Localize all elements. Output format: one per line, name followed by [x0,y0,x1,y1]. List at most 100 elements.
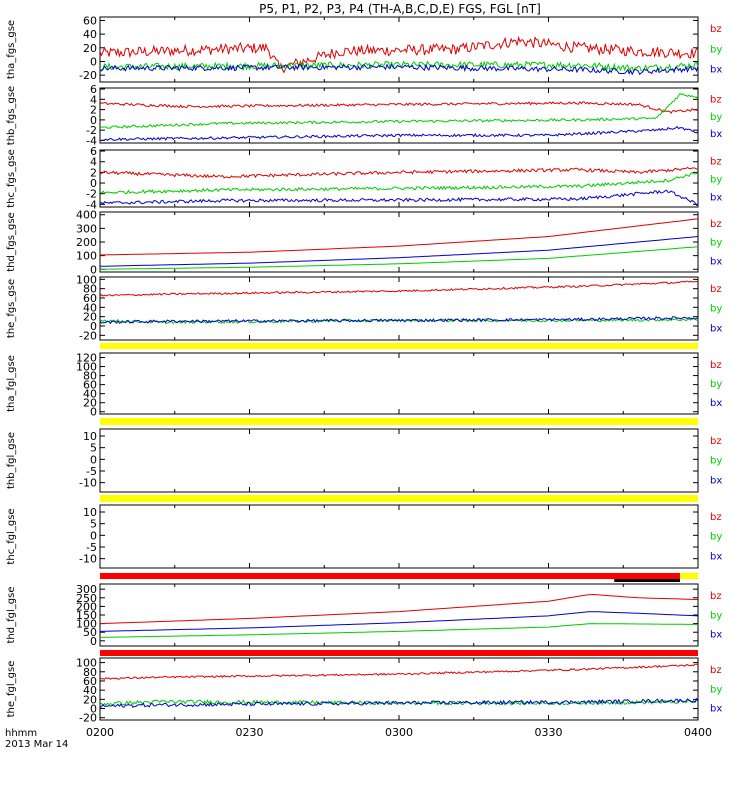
legend-by: by [710,379,722,390]
y-tick-label: 10 [83,430,97,443]
y-tick-label: -2 [86,124,97,137]
y-tick-label: 250 [76,592,97,605]
series-bz [99,280,699,297]
y-tick-label: 40 [83,301,97,314]
y-tick-label: -5 [86,465,97,478]
legend-by: by [710,532,722,543]
y-tick-label: 100 [76,250,97,263]
panel-frame [99,276,699,341]
series-by [99,246,699,270]
flag-segment-yellow [100,418,698,425]
series-bz [99,663,699,680]
y-tick-label: -20 [79,712,97,725]
y-tick-label: 80 [83,370,97,383]
y-tick-label: 20 [83,42,97,55]
y-tick-label: -10 [79,553,97,566]
y-tick-label: 120 [76,352,97,365]
y-axis-label: thc_fgs_gse [6,149,17,208]
y-tick-label: 100 [76,273,97,286]
legend-by: by [710,684,722,695]
y-tick-label: -10 [79,477,97,490]
legend-bz: bz [710,512,722,523]
x-tick-label: 0400 [684,726,712,739]
panel-frame [99,583,699,647]
x-tick-label: 0230 [236,726,264,739]
legend-bz: bz [710,284,722,295]
y-tick-label: 20 [83,311,97,324]
panel-frame [99,352,699,415]
series-bx [99,316,699,325]
y-axis-label: thc_fgl_gse [6,508,17,564]
y-axis-label: the_fgs_gse [6,279,17,338]
x-axis-label-top: hhmm [5,728,37,739]
x-tick-label: 0300 [385,726,413,739]
legend-by: by [710,456,722,467]
flag-segment-yellow [100,495,698,502]
series-bz [99,218,699,256]
flag-bars [100,343,698,656]
series-bz [99,35,699,74]
x-axis-label-bottom: 2013 Mar 14 [5,739,68,750]
y-tick-label: 300 [76,583,97,596]
y-tick-label: 40 [83,28,97,41]
y-tick-label: 100 [76,657,97,670]
y-tick-label: 5 [90,442,97,455]
y-tick-label: 2 [90,166,97,179]
series-bx [99,236,699,267]
y-tick-label: 0 [90,263,97,276]
legend-by: by [710,304,722,315]
y-tick-label: 0 [90,529,97,542]
series-bx [99,63,699,76]
y-tick-label: 4 [90,156,97,169]
y-tick-label: 200 [76,600,97,613]
y-tick-label: 4 [90,93,97,106]
x-tick-label: 0330 [535,726,563,739]
y-tick-label: 0 [90,55,97,68]
legend-bx: bx [710,65,722,76]
legend-bz: bz [710,95,722,106]
series-by [99,623,699,638]
series-by [99,171,699,195]
legend-bx: bx [710,398,722,409]
y-tick-label: 50 [83,626,97,639]
y-axis-label: tha_fgl_gse [6,355,17,412]
y-tick-label: 60 [83,292,97,305]
y-tick-label: -20 [79,69,97,82]
series-bz [99,166,699,179]
series-bx [99,125,699,142]
legend-by: by [710,44,722,55]
y-tick-label: 5 [90,518,97,531]
y-tick-label: 0 [90,177,97,190]
y-axis-label: tha_fgs_gse [6,20,17,79]
y-tick-label: 0 [90,406,97,419]
legend-bx: bx [710,192,722,203]
y-tick-label: 20 [83,693,97,706]
chart-title: P5, P1, P2, P3, P4 (TH-A,B,C,D,E) FGS, F… [259,2,541,16]
y-tick-label: 60 [83,14,97,27]
legend-bx: bx [710,704,722,715]
y-tick-label: 0 [90,114,97,127]
flag-segment-yellow [100,343,698,349]
y-tick-label: -4 [86,134,97,147]
legend-bx: bx [710,630,722,641]
x-axis: 0200 0230 0300 0330 0400 [86,726,712,739]
legend-bz: bz [710,157,722,168]
y-tick-label: 100 [76,361,97,374]
y-tick-label: 0 [90,453,97,466]
legend-by: by [710,610,722,621]
y-tick-label: 60 [83,379,97,392]
series-by [99,92,699,129]
flag-segment-red [100,650,698,656]
y-tick-label: -4 [86,198,97,211]
